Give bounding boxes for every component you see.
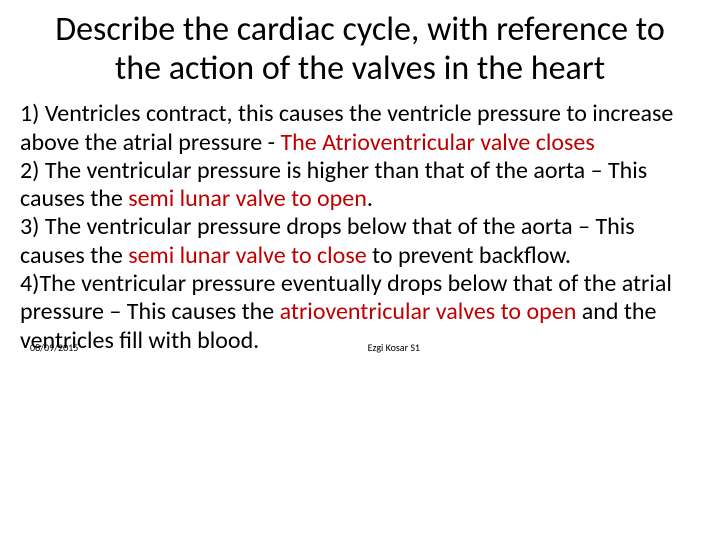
step4-highlight: atrioventricular valves to open (280, 297, 582, 326)
footer-author: Ezgi Kosar S1 (368, 341, 420, 354)
step2-text-end: . (367, 184, 373, 213)
step3-text-end: to prevent backflow. (372, 241, 571, 270)
step1-highlight: The Atrioventricular valve closes (280, 128, 594, 157)
step3-highlight: semi lunar valve to close (128, 241, 372, 270)
step2-highlight: semi lunar valve to open (128, 184, 367, 213)
footer-date: 08/09/2015 (30, 341, 78, 354)
slide-title: Describe the cardiac cycle, with referen… (20, 10, 700, 88)
slide-body: 1) Ventricles contract, this causes the … (20, 100, 700, 355)
